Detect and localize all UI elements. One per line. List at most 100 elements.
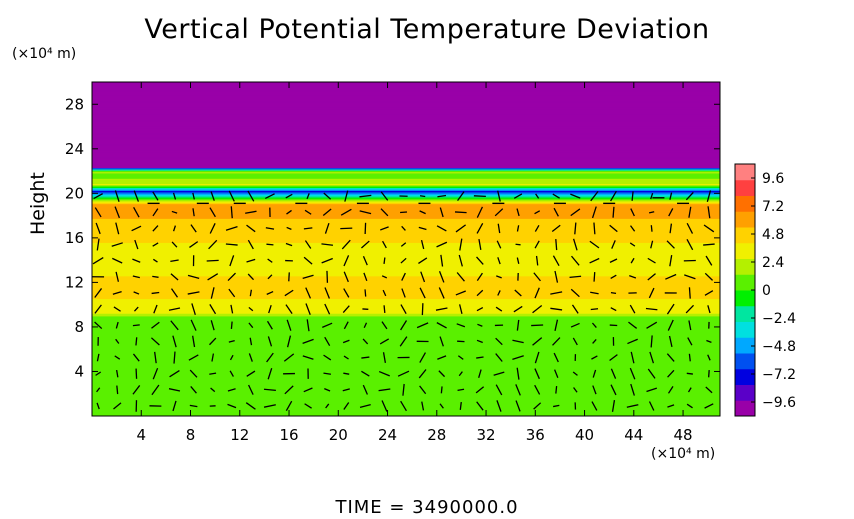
x-tick-label: 48 [674, 426, 693, 444]
colorbar-swatch [735, 305, 755, 322]
heatmap-band [92, 196, 720, 199]
heatmap-band [92, 236, 720, 239]
vector-arrow [207, 273, 219, 281]
vector-arrow [96, 387, 101, 393]
vector-arrow [704, 290, 714, 296]
vector-arrow [325, 403, 330, 409]
x-tick-label: 32 [476, 426, 495, 444]
vector-arrow [132, 258, 141, 263]
heatmap-band [92, 140, 720, 143]
vector-arrow [401, 225, 406, 231]
heatmap-band [92, 187, 720, 190]
vector-arrow [686, 403, 693, 409]
heatmap-band [92, 369, 720, 372]
heatmap-band [92, 232, 720, 235]
heatmap-band [92, 230, 720, 233]
heatmap-band [92, 323, 720, 326]
heatmap-band [92, 126, 720, 129]
chart-title: Vertical Potential Temperature Deviation [144, 14, 710, 45]
heatmap-band [92, 176, 720, 179]
vector-arrow [457, 355, 464, 360]
heatmap-band [92, 343, 720, 346]
vector-arrow [534, 368, 540, 380]
heatmap-band [92, 334, 720, 337]
heatmap-band [92, 298, 720, 301]
vector-arrow [264, 193, 275, 199]
vector-arrow [436, 225, 447, 232]
vector-arrow [647, 273, 656, 281]
vector-arrow [703, 243, 715, 246]
vector-arrow [266, 320, 273, 330]
vector-arrow [497, 190, 501, 202]
vector-arrow [153, 304, 158, 314]
vector-arrow [322, 208, 332, 216]
vector-arrow [647, 257, 656, 264]
time-readout: TIME = 3490000.0 [335, 497, 519, 518]
heatmap-band [92, 385, 720, 388]
heatmap-band [92, 354, 720, 357]
heatmap-band [92, 394, 720, 397]
heatmap-band [92, 399, 720, 402]
vector-arrow [611, 240, 616, 249]
vector-arrow [399, 336, 408, 347]
vector-arrow [685, 191, 694, 201]
vector-arrow [456, 272, 465, 282]
heatmap-band [92, 286, 720, 289]
vector-arrow [210, 191, 215, 201]
vector-arrow [171, 210, 178, 214]
heatmap-band [92, 322, 720, 325]
vector-arrow [340, 208, 352, 216]
vector-arrow [284, 289, 294, 297]
heatmap-band [92, 387, 720, 390]
colorbar-label: −9.6 [762, 395, 796, 411]
vector-arrow [285, 242, 293, 247]
vector-arrow [170, 288, 179, 298]
vector-arrow [229, 255, 235, 267]
heatmap-band [92, 393, 720, 396]
vector-arrow [439, 336, 444, 347]
vector-arrow [590, 308, 599, 311]
vector-arrow [572, 238, 578, 251]
colorbar-swatch [735, 179, 755, 196]
heatmap-band [92, 203, 720, 206]
vector-arrow [112, 291, 122, 295]
colorbar-swatch [735, 195, 755, 212]
heatmap-band [92, 216, 720, 219]
heatmap-band [92, 310, 720, 313]
vector-arrow [268, 305, 272, 314]
heatmap-band [92, 131, 720, 134]
heatmap-band [92, 318, 720, 321]
vector-arrow [630, 383, 635, 396]
vector-arrow [630, 257, 635, 264]
vector-arrow [591, 355, 598, 360]
heatmap-band [92, 111, 720, 114]
vector-arrow [590, 291, 599, 295]
vector-arrow [190, 224, 197, 233]
heatmap-band [92, 329, 720, 332]
vector-arrow [648, 211, 655, 214]
vector-arrow [95, 222, 101, 235]
vector-arrow [553, 207, 559, 217]
vector-arrow [610, 368, 617, 379]
vector-arrow [113, 306, 121, 312]
vector-arrow [191, 303, 196, 316]
vector-arrow [667, 369, 675, 378]
vector-arrow [421, 303, 424, 316]
heatmap-band [92, 315, 720, 318]
heatmap-band [92, 327, 720, 330]
vector-arrow [324, 303, 331, 315]
vector-arrow [208, 239, 218, 250]
vector-arrow [649, 351, 655, 364]
vector-arrow [187, 291, 200, 295]
heatmap-band [92, 144, 720, 147]
heatmap-band [92, 120, 720, 123]
vector-arrow [667, 404, 675, 408]
vector-arrow [589, 240, 600, 249]
vector-arrow [514, 289, 522, 297]
heatmap-band [92, 171, 720, 174]
vector-arrow [419, 195, 426, 198]
vector-arrow [209, 337, 217, 346]
vector-arrow [210, 387, 216, 393]
heatmap-band [92, 326, 720, 329]
heatmap-band [92, 359, 720, 362]
